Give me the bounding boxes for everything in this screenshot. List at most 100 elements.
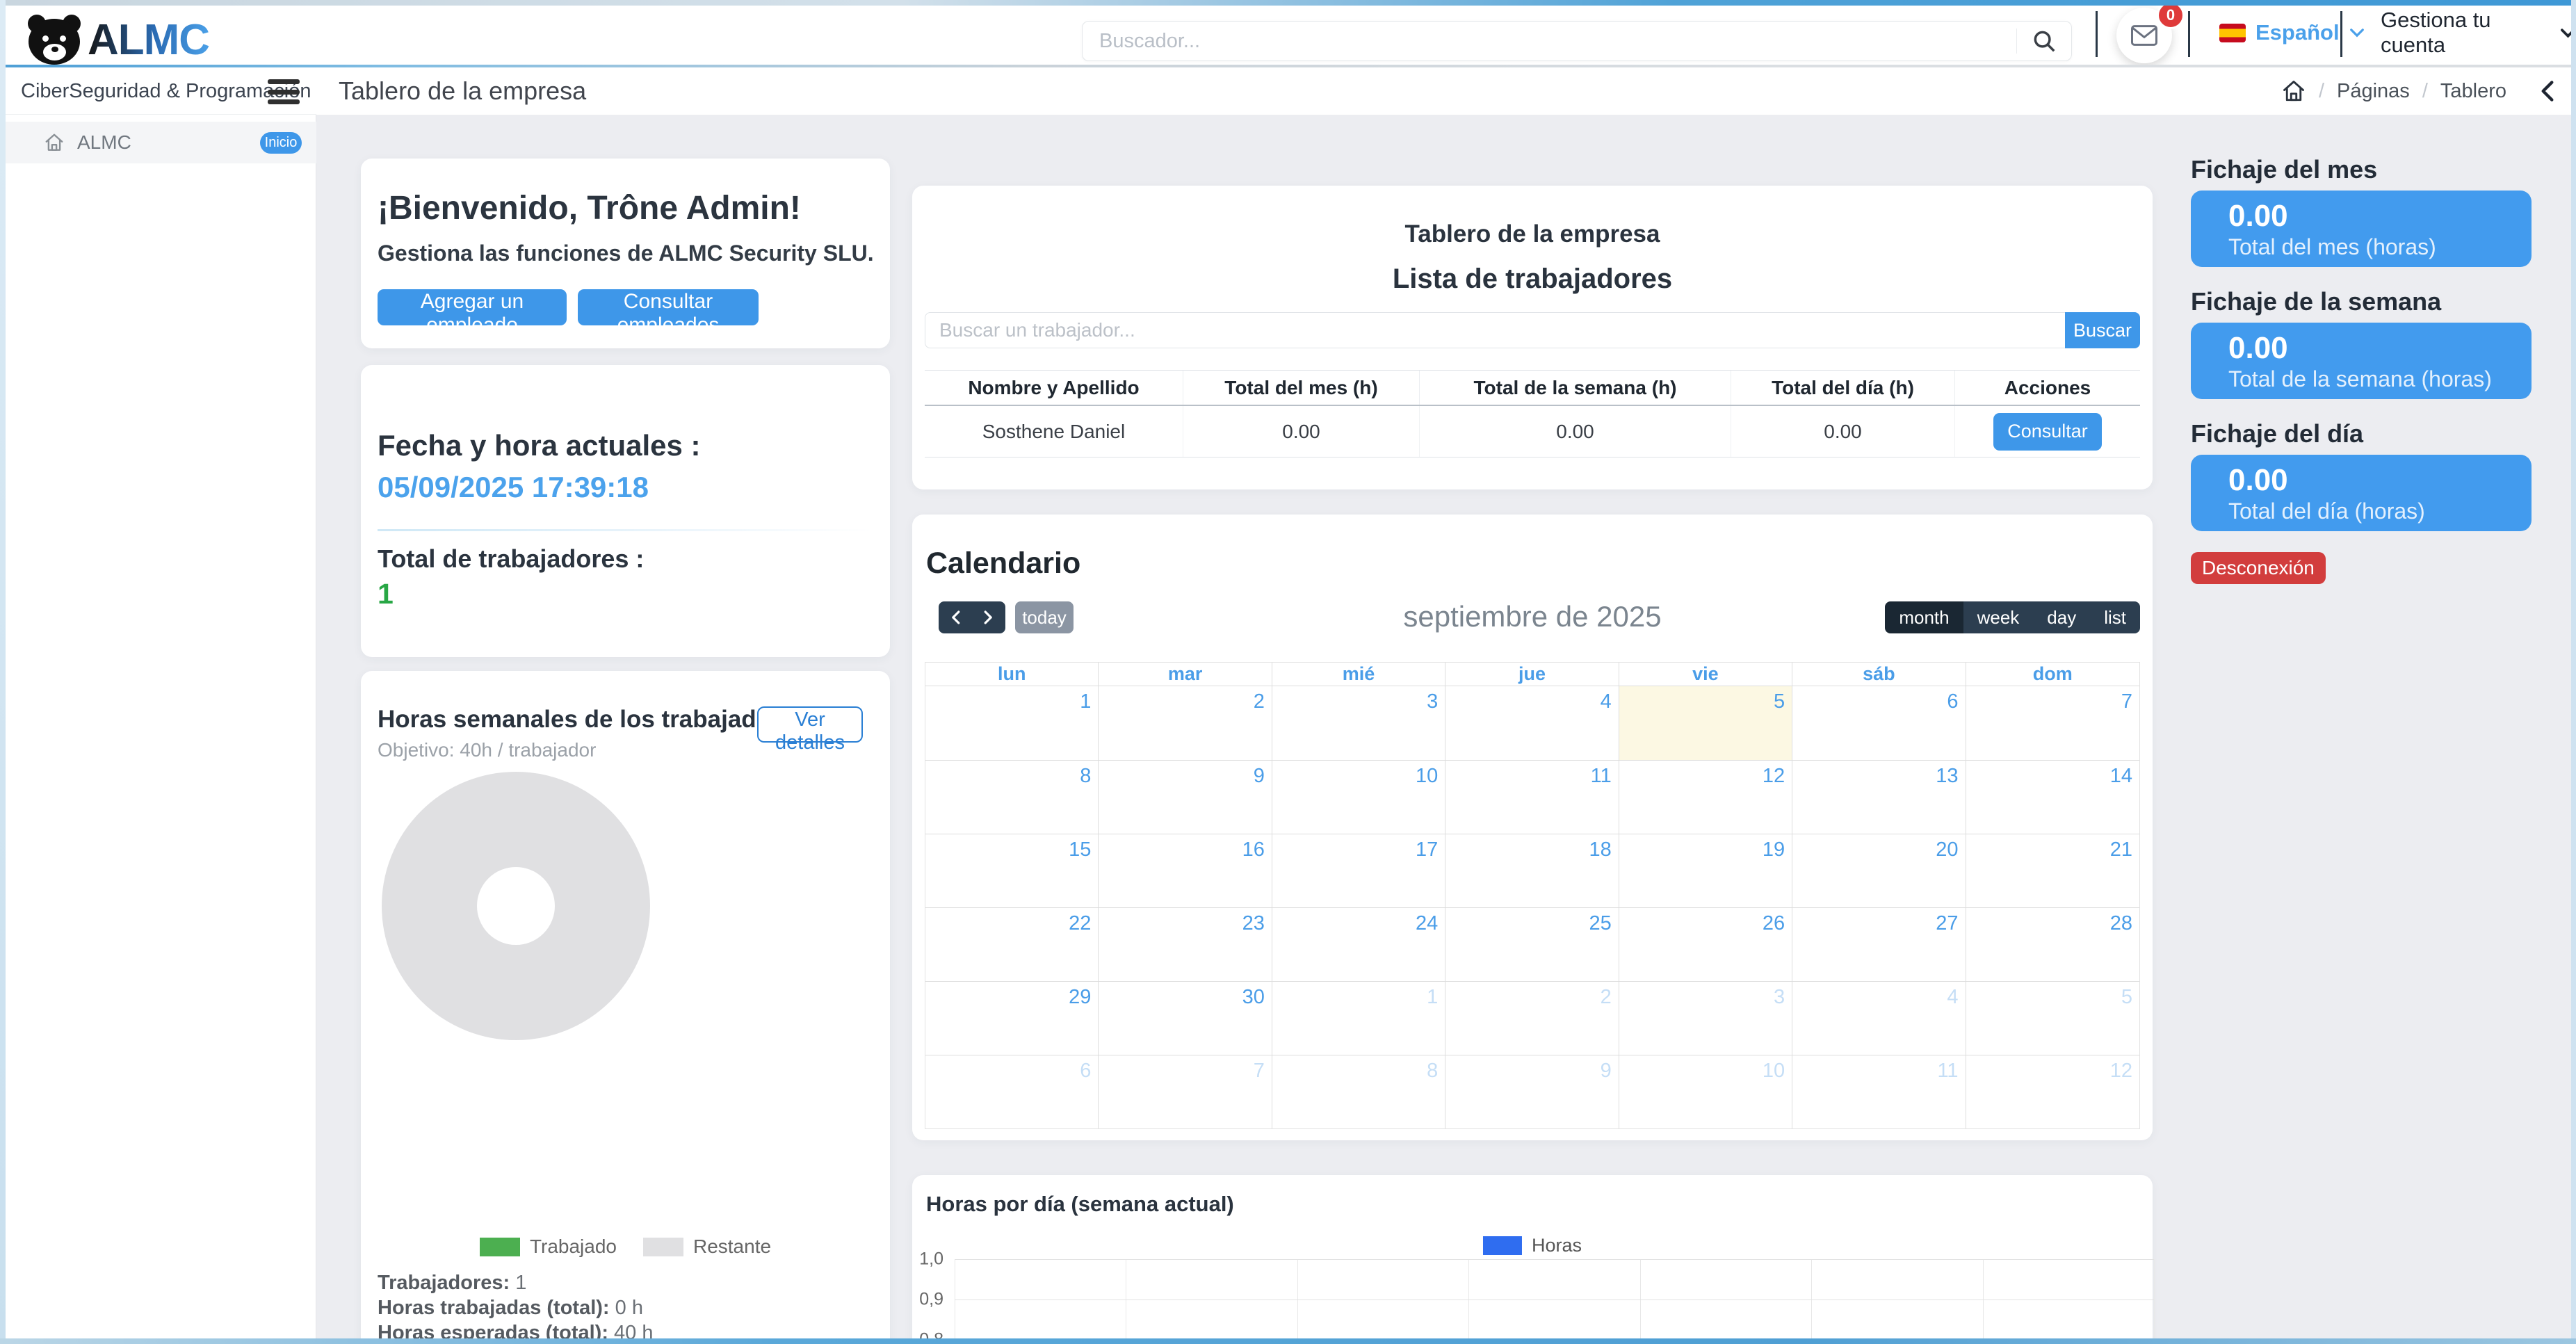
calendar-day-cell[interactable]: 10 bbox=[1272, 760, 1446, 834]
calendar-month-title: septiembre de 2025 bbox=[1403, 600, 1662, 633]
worker-search-input[interactable] bbox=[925, 312, 2065, 348]
calendar-date-number: 7 bbox=[2121, 690, 2132, 713]
calendar-day-cell[interactable]: 22 bbox=[925, 907, 1099, 981]
calendar-day-cell[interactable]: 7 bbox=[1099, 1055, 1272, 1128]
datetime-card: Fecha y hora actuales : 05/09/2025 17:39… bbox=[361, 365, 890, 657]
view-details-button[interactable]: Ver detalles bbox=[757, 706, 863, 754]
calendar-day-cell[interactable]: 2 bbox=[1445, 981, 1619, 1055]
table-header-cell: Total de la semana (h) bbox=[1420, 371, 1731, 405]
calendar-date-number: 22 bbox=[1069, 912, 1092, 934]
calendar-day-cell[interactable]: 6 bbox=[925, 1055, 1099, 1128]
calendar-date-number: 18 bbox=[1589, 839, 1612, 861]
chart-legend[interactable]: Horas bbox=[1482, 1235, 1582, 1256]
sidebar-item-almc[interactable]: ALMC Inicio bbox=[6, 122, 316, 163]
calendar-card: Calendario today septiembre de 2025 mont… bbox=[912, 515, 2153, 1140]
calendar-day-cell[interactable]: 1 bbox=[1272, 981, 1446, 1055]
calendar-day-cell[interactable]: 10 bbox=[1619, 1055, 1793, 1128]
chart-gridline-v bbox=[1982, 1259, 1984, 1344]
calendar-day-cell[interactable]: 28 bbox=[1966, 907, 2139, 981]
window-border-top bbox=[0, 0, 2576, 6]
calendar-day-cell[interactable]: 4 bbox=[1792, 981, 1966, 1055]
calendar-day-cell[interactable]: 7 bbox=[1966, 686, 2139, 760]
legend-item: Trabajado bbox=[479, 1236, 617, 1258]
fichaje-panel: Fichaje del mes 0.00 Total del mes (horas)… bbox=[2191, 156, 2532, 584]
calendar-day-cell[interactable]: 26 bbox=[1619, 907, 1793, 981]
calendar-view-day[interactable]: day bbox=[2033, 601, 2091, 633]
calendar-day-cell[interactable]: 18 bbox=[1445, 834, 1619, 907]
global-search bbox=[1082, 21, 2072, 61]
calendar-day-cell[interactable]: 19 bbox=[1619, 834, 1793, 907]
calendar-view-list[interactable]: list bbox=[2090, 601, 2140, 633]
calendar-day-cell[interactable]: 3 bbox=[1619, 981, 1793, 1055]
calendar-date-number: 11 bbox=[1937, 1060, 1959, 1082]
search-icon[interactable] bbox=[2031, 28, 2057, 54]
calendar-day-cell[interactable]: 16 bbox=[1099, 834, 1272, 907]
calendar-day-cell[interactable]: 13 bbox=[1792, 760, 1966, 834]
calendar-prev-button[interactable] bbox=[939, 601, 972, 633]
worker-day-total: 0.00 bbox=[1731, 406, 1955, 457]
add-employee-button[interactable]: Agregar un empleado bbox=[378, 289, 567, 337]
calendar-date-number: 5 bbox=[1774, 690, 1785, 713]
chart-gridline-h bbox=[955, 1259, 2154, 1260]
calendar-next-button[interactable] bbox=[972, 601, 1005, 633]
collapse-panel-icon[interactable] bbox=[2540, 80, 2555, 102]
calendar-day-cell[interactable]: 30 bbox=[1099, 981, 1272, 1055]
fichaje-card: 0.00 Total de la semana (horas) bbox=[2191, 323, 2532, 399]
calendar-date-number: 11 bbox=[1590, 765, 1612, 787]
chart-gridline-v bbox=[1811, 1259, 1813, 1344]
calendar-date-number: 3 bbox=[1774, 986, 1785, 1008]
logout-button[interactable]: Desconexión bbox=[2191, 552, 2326, 584]
sidebar-toggle-button[interactable] bbox=[268, 79, 300, 104]
calendar-day-cell[interactable]: 3 bbox=[1272, 686, 1446, 760]
calendar-date-number: 7 bbox=[1253, 1060, 1265, 1082]
calendar-day-cell[interactable]: 11 bbox=[1792, 1055, 1966, 1128]
account-menu[interactable]: Gestiona tu cuenta bbox=[2381, 0, 2576, 65]
legend-swatch bbox=[642, 1237, 683, 1256]
calendar-day-cell[interactable]: 17 bbox=[1272, 834, 1446, 907]
calendar-day-cell[interactable]: 20 bbox=[1792, 834, 1966, 907]
home-icon[interactable] bbox=[2281, 79, 2306, 104]
calendar-day-cell[interactable]: 27 bbox=[1792, 907, 1966, 981]
calendar-day-cell[interactable]: 23 bbox=[1099, 907, 1272, 981]
calendar-view-week[interactable]: week bbox=[1963, 601, 2034, 633]
chart-gridline-v bbox=[1297, 1259, 1298, 1344]
calendar-day-cell[interactable]: 15 bbox=[925, 834, 1099, 907]
consult-worker-button[interactable]: Consultar bbox=[1993, 412, 2102, 451]
search-input[interactable] bbox=[1083, 22, 2016, 60]
language-selector[interactable]: Español bbox=[2219, 0, 2365, 65]
calendar-day-cell[interactable]: 2 bbox=[1099, 686, 1272, 760]
datetime-title: Fecha y hora actuales : bbox=[378, 429, 701, 462]
calendar-view-month[interactable]: month bbox=[1885, 601, 1963, 633]
notification-badge: 0 bbox=[2157, 1, 2185, 29]
calendar-day-cell[interactable]: 8 bbox=[925, 760, 1099, 834]
window-border-right bbox=[2571, 0, 2576, 1344]
calendar-day-cell[interactable]: 1 bbox=[925, 686, 1099, 760]
calendar-today-button[interactable]: today bbox=[1015, 601, 1074, 633]
worker-search-button[interactable]: Buscar bbox=[2065, 312, 2140, 348]
calendar-day-cell[interactable]: 14 bbox=[1966, 760, 2139, 834]
calendar-day-cell[interactable]: 11 bbox=[1445, 760, 1619, 834]
calendar-day-cell[interactable]: 12 bbox=[1619, 760, 1793, 834]
calendar-day-cell[interactable]: 4 bbox=[1445, 686, 1619, 760]
calendar-day-cell[interactable]: 5 bbox=[1619, 686, 1793, 760]
toolbar bbox=[6, 67, 2571, 115]
calendar-view-switcher: month week day list bbox=[1885, 601, 2140, 633]
stat-value: 0 h bbox=[615, 1297, 643, 1319]
calendar-day-cell[interactable]: 9 bbox=[1445, 1055, 1619, 1128]
calendar-date-number: 6 bbox=[1080, 1060, 1092, 1082]
calendar-day-cell[interactable]: 5 bbox=[1966, 981, 2139, 1055]
calendar-day-cell[interactable]: 25 bbox=[1445, 907, 1619, 981]
chevron-right-icon bbox=[984, 610, 992, 624]
calendar-day-cell[interactable]: 24 bbox=[1272, 907, 1446, 981]
calendar-date-number: 2 bbox=[1600, 986, 1612, 1008]
calendar-day-cell[interactable]: 21 bbox=[1966, 834, 2139, 907]
calendar-day-cell[interactable]: 9 bbox=[1099, 760, 1272, 834]
calendar-day-cell[interactable]: 29 bbox=[925, 981, 1099, 1055]
calendar-day-cell[interactable]: 8 bbox=[1272, 1055, 1446, 1128]
breadcrumb-item-paginas[interactable]: Páginas bbox=[2337, 79, 2410, 102]
calendar-day-cell[interactable]: 12 bbox=[1966, 1055, 2139, 1128]
brand-logo[interactable]: ALMC bbox=[26, 13, 210, 68]
welcome-subtitle: Gestiona las funciones de ALMC Security … bbox=[378, 241, 874, 266]
calendar-day-cell[interactable]: 6 bbox=[1792, 686, 1966, 760]
consult-employees-button[interactable]: Consultar empleados bbox=[578, 289, 759, 337]
